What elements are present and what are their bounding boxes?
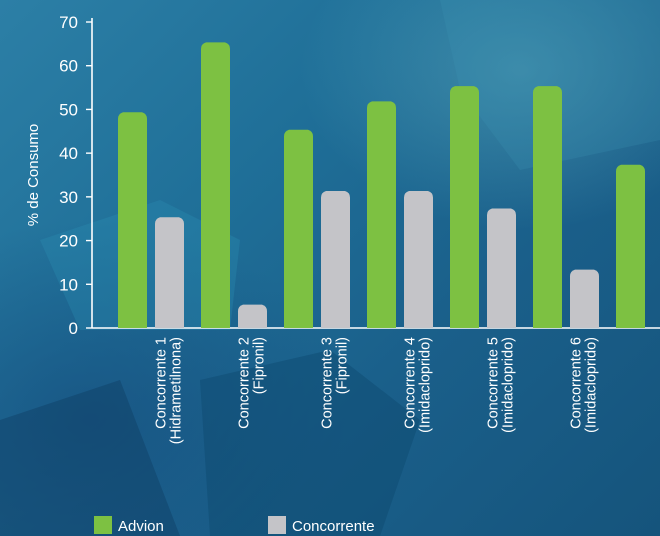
y-tick-label: 50 — [59, 100, 78, 119]
bar-advion-1 — [118, 112, 147, 328]
bar-concorrente-2 — [238, 304, 267, 328]
y-axis-label: % de Consumo — [25, 124, 42, 227]
bar-advion-7 — [616, 164, 645, 328]
category-label-6: Concorrente 6 (Imidacloprido) — [569, 337, 600, 433]
bar-concorrente-5 — [487, 208, 516, 328]
legend-swatch-concorrente — [268, 516, 286, 534]
legend: Advion Concorrente — [94, 516, 375, 535]
y-tick-label: 20 — [59, 232, 78, 251]
y-tick-label: 30 — [59, 188, 78, 207]
category-label-3: Concorrente 3 (Fipronil) — [320, 337, 351, 429]
bar-advion-3 — [284, 129, 313, 328]
category-label-4: Concorrente 4 (Imidacloprido) — [403, 337, 434, 433]
axes: 0 10 20 30 40 50 60 70 — [59, 13, 660, 338]
category-label-line: Concorrente 5 — [486, 337, 502, 429]
bar-advion-6 — [533, 86, 562, 328]
category-label-line: (Hidrametilnona) — [169, 337, 185, 444]
legend-label-concorrente: Concorrente — [292, 518, 375, 535]
category-label-1: Concorrente 1 (Hidrametilnona) — [154, 337, 185, 444]
bar-concorrente-6 — [570, 269, 599, 328]
bar-concorrente-4 — [404, 190, 433, 328]
bar-concorrente-1 — [155, 217, 184, 328]
bar-concorrente-3 — [321, 190, 350, 328]
bar-advion-2 — [201, 42, 230, 328]
bar-advion-5 — [450, 86, 479, 328]
y-tick-label: 0 — [69, 319, 78, 338]
category-label-line: (Fipronil) — [252, 337, 268, 394]
category-labels: Concorrente 1 (Hidrametilnona) Concorrente… — [154, 337, 660, 444]
bg-shape — [0, 380, 180, 536]
category-label-line: (Fipronil) — [335, 337, 351, 394]
bg-shape — [440, 0, 660, 170]
bar-advion-4 — [367, 101, 396, 328]
category-label-line: Concorrente 6 — [569, 337, 585, 429]
category-label-line: Concorrente 1 — [154, 337, 170, 429]
category-label-line: (Imidacloprido) — [584, 337, 600, 433]
category-label-line: (Imidacloprido) — [418, 337, 434, 433]
category-label-line: Concorrente 4 — [403, 337, 419, 429]
legend-label-advion: Advion — [118, 518, 164, 535]
bg-shape — [200, 350, 420, 536]
legend-swatch-advion — [94, 516, 112, 534]
y-tick-label: 70 — [59, 13, 78, 32]
category-label-5: Concorrente 5 (Imidacloprido) — [486, 337, 517, 433]
y-tick-label: 40 — [59, 144, 78, 163]
category-label-line: Concorrente 3 — [320, 337, 336, 429]
category-label-2: Concorrente 2 (Fipronil) — [237, 337, 268, 429]
y-tick-label: 10 — [59, 275, 78, 294]
y-tick-label: 60 — [59, 57, 78, 76]
category-label-line: Concorrente 2 — [237, 337, 253, 429]
category-label-line: (Imidacloprido) — [501, 337, 517, 433]
bars — [118, 42, 645, 328]
